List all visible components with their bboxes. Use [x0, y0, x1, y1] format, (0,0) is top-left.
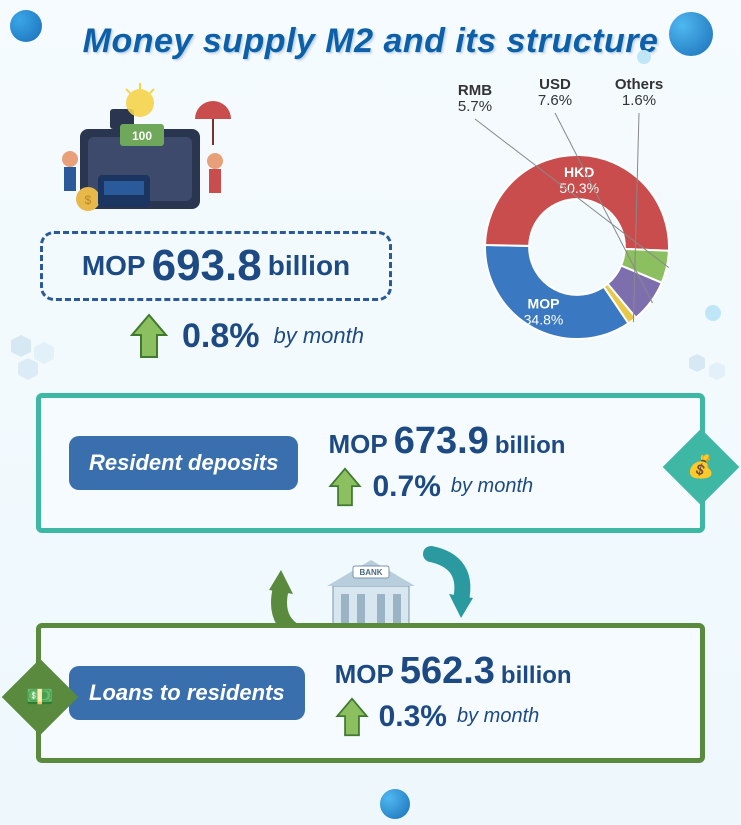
- decor-bubble: [10, 10, 42, 42]
- donut-label-others: Others: [615, 76, 663, 93]
- svg-text:$: $: [85, 193, 92, 207]
- donut-label-mop: MOP: [528, 295, 560, 311]
- m2-value: 693.8: [152, 241, 262, 291]
- briefcase-illustration: 100 $: [40, 79, 240, 229]
- arrow-up-icon: [328, 467, 362, 507]
- decor-bubble: [669, 12, 713, 56]
- donut-pct-usd: 7.6%: [538, 92, 572, 109]
- m2-change-label: by month: [274, 323, 365, 349]
- loans-label: Loans to residents: [69, 666, 305, 720]
- deposits-panel: Resident deposits MOP 673.9 billion 0.7%…: [36, 393, 705, 533]
- deposits-change-label: by month: [451, 475, 533, 498]
- svg-text:BANK: BANK: [359, 568, 382, 577]
- loans-unit: billion: [501, 662, 572, 690]
- donut-label-usd: USD: [539, 76, 571, 93]
- loans-change-pct: 0.3%: [379, 700, 447, 734]
- deposits-values: MOP 673.9 billion 0.7% by month: [298, 420, 700, 507]
- donut-chart: MOP34.8%HKD50.3%RMB5.7%USD7.6%Others1.6%: [427, 87, 707, 347]
- m2-value-box: MOP 693.8 billion: [40, 231, 392, 301]
- deposits-unit: billion: [495, 432, 566, 460]
- m2-change-pct: 0.8%: [182, 317, 260, 356]
- loans-values: MOP 562.3 billion 0.3% by month: [305, 650, 700, 737]
- donut-pct-mop: 34.8%: [524, 311, 564, 327]
- loans-value: 562.3: [400, 650, 495, 693]
- m2-currency: MOP: [82, 250, 146, 282]
- arrow-up-icon: [335, 697, 369, 737]
- donut-label-hkd: HKD: [564, 164, 594, 180]
- decor-bubble: [380, 789, 410, 819]
- svg-text:100: 100: [132, 129, 152, 143]
- m2-section: 100 $ MOP 693.8 billion 0.8% by month MO…: [0, 61, 741, 371]
- deposits-value: 673.9: [394, 420, 489, 463]
- money-bag-icon: 💰: [687, 454, 714, 480]
- donut-pct-rmb: 5.7%: [458, 98, 492, 115]
- arrow-up-icon: [130, 313, 168, 359]
- m2-unit: billion: [268, 250, 350, 282]
- cash-icon: 💵: [26, 684, 53, 710]
- deposits-currency: MOP: [328, 429, 387, 460]
- donut-label-rmb: RMB: [458, 82, 492, 99]
- loans-currency: MOP: [335, 659, 394, 690]
- m2-change: 0.8% by month: [130, 313, 364, 359]
- donut-pct-others: 1.6%: [622, 92, 656, 109]
- page-title: Money supply M2 and its structure: [0, 0, 741, 61]
- loans-badge-icon: 💵: [2, 659, 78, 735]
- loans-panel: 💵 Loans to residents MOP 562.3 billion 0…: [36, 623, 705, 763]
- loans-change-label: by month: [457, 705, 539, 728]
- deposits-change-pct: 0.7%: [372, 470, 440, 504]
- deposits-label: Resident deposits: [69, 436, 298, 490]
